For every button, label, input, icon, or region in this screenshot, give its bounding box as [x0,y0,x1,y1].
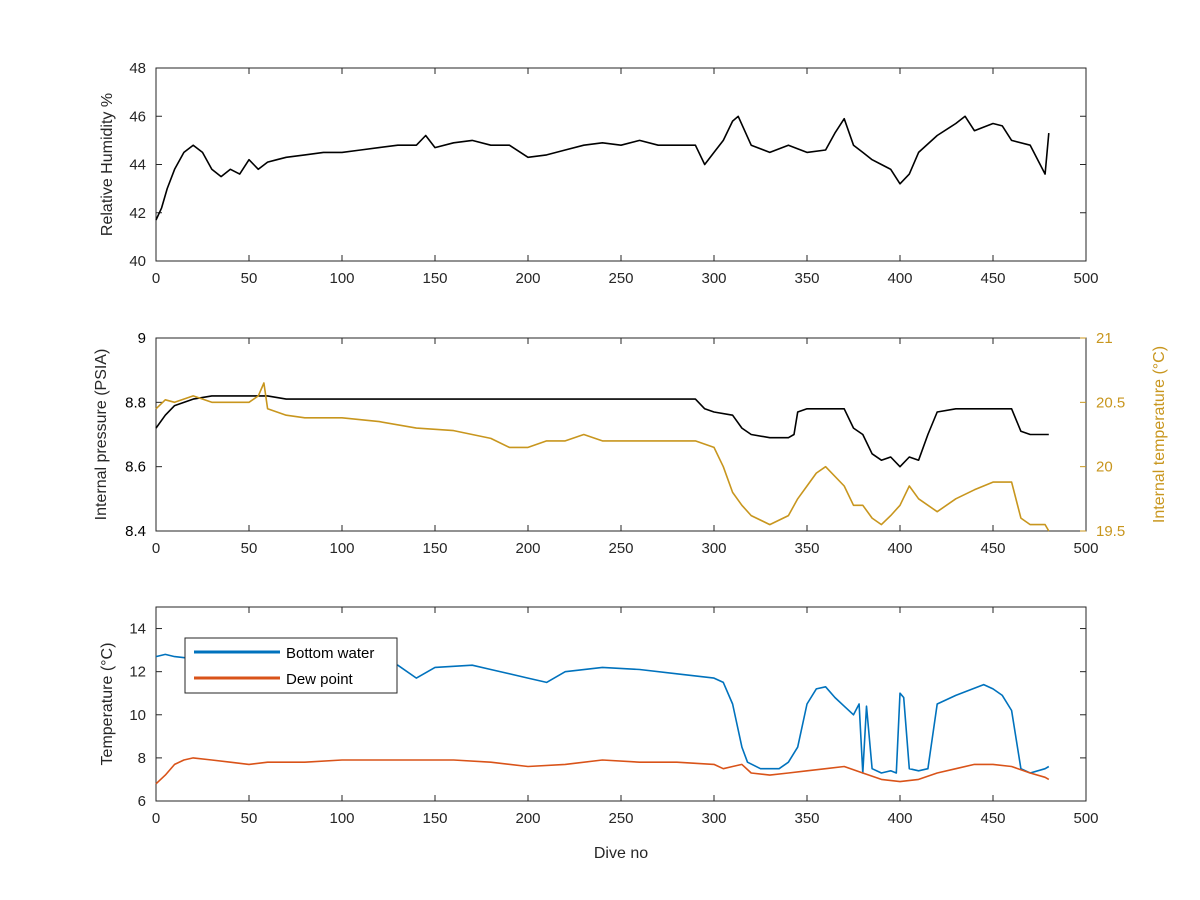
temperature-lines [155,653,1050,785]
x-tick-label: 0 [152,810,160,827]
y-tick-label: 9 [138,330,146,347]
humidity-ticks: 0 50 100 150 200 250 300 350 400 450 500 40 42 44 46 48 [129,60,1098,287]
x-tick-label: 250 [608,540,633,557]
y-tick-label: 8.6 [125,459,146,476]
x-tick-label: 250 [608,810,633,827]
x-tick-label: 100 [329,270,354,287]
x-tick-label: 300 [701,540,726,557]
pressure-y-axis-label: Internal pressure (PSIA) [93,349,110,521]
temperature-y-axis-label: Temperature (°C) [99,643,116,766]
x-tick-label: 350 [794,810,819,827]
x-tick-label: 0 [152,540,160,557]
subplot-pressure-temperature: 0 50 100 150 200 250 300 350 400 450 500 8.4 8.6 8.8 9… [93,330,1168,557]
x-tick-label: 400 [887,810,912,827]
humidity-line [155,115,1050,221]
humidity-axes-box [155,67,1087,262]
y-tick-label: 44 [129,157,146,174]
x-tick-label: 150 [422,540,447,557]
pressure-axes-box [155,337,1087,532]
temperature-ticks: 0 50 100 150 200 250 300 350 400 450 500 6 8 10 12 14 [129,607,1099,827]
pressure-ticks: 0 50 100 150 200 250 300 350 400 450 500 8.4 8.6 8.8 9… [125,330,1125,557]
legend-label-dew-point: Dew point [286,671,354,688]
internal-temperature-y-axis-label: Internal temperature (°C) [1151,346,1168,523]
x-tick-label: 450 [980,810,1005,827]
y-tick-label: 12 [129,664,146,681]
internal-temp-line [155,382,1050,532]
x-tick-label: 200 [515,540,540,557]
legend-label-bottom-water: Bottom water [286,645,374,662]
y-tick-label: 48 [129,60,146,77]
y-tick-label: 8 [138,750,146,767]
x-tick-label: 100 [329,810,354,827]
y2-tick-label: 20.5 [1096,394,1125,411]
x-tick-label: 50 [241,540,258,557]
x-tick-label: 400 [887,540,912,557]
x-tick-label: 450 [980,540,1005,557]
y2-tick-label: 21 [1096,330,1113,347]
x-tick-label: 250 [608,270,633,287]
y-tick-label: 6 [138,793,146,810]
x-tick-label: 350 [794,270,819,287]
x-tick-label: 0 [152,270,160,287]
x-axis-label: Dive no [594,845,648,862]
y-tick-label: 8.4 [125,523,146,540]
pressure-lines [155,382,1050,532]
y-tick-label: 8.8 [125,394,146,411]
y2-tick-label: 20 [1096,459,1113,476]
x-tick-label: 150 [422,270,447,287]
x-tick-label: 50 [241,270,258,287]
x-tick-label: 450 [980,270,1005,287]
pressure-line [155,395,1049,468]
x-tick-label: 500 [1073,810,1098,827]
legend-box [184,637,398,694]
x-tick-label: 150 [422,810,447,827]
legend: Bottom water Dew point [184,637,398,694]
x-tick-label: 300 [701,810,726,827]
subplot-temperature: 0 50 100 150 200 250 300 350 400 450 500 6 8 10 12 14 T… [99,606,1099,862]
y-tick-label: 40 [129,253,146,270]
subplot-humidity: 0 50 100 150 200 250 300 350 400 450 500 40 42 44 46 48… [99,60,1099,287]
x-tick-label: 300 [701,270,726,287]
x-tick-label: 100 [329,540,354,557]
bottom-water-line [155,653,1050,774]
y-tick-label: 42 [129,205,146,222]
x-tick-label: 200 [515,810,540,827]
y2-tick-label: 19.5 [1096,523,1125,540]
y-tick-label: 10 [129,707,146,724]
humidity-lines [155,115,1050,221]
y-tick-label: 46 [129,108,146,125]
dew-point-line [155,757,1050,785]
x-tick-label: 500 [1073,270,1098,287]
x-tick-label: 400 [887,270,912,287]
humidity-y-axis-label: Relative Humidity % [99,93,116,236]
x-tick-label: 500 [1073,540,1098,557]
y-tick-label: 14 [129,621,146,638]
x-tick-label: 200 [515,270,540,287]
x-tick-label: 350 [794,540,819,557]
temperature-axes-box [155,606,1087,802]
x-tick-label: 50 [241,810,258,827]
